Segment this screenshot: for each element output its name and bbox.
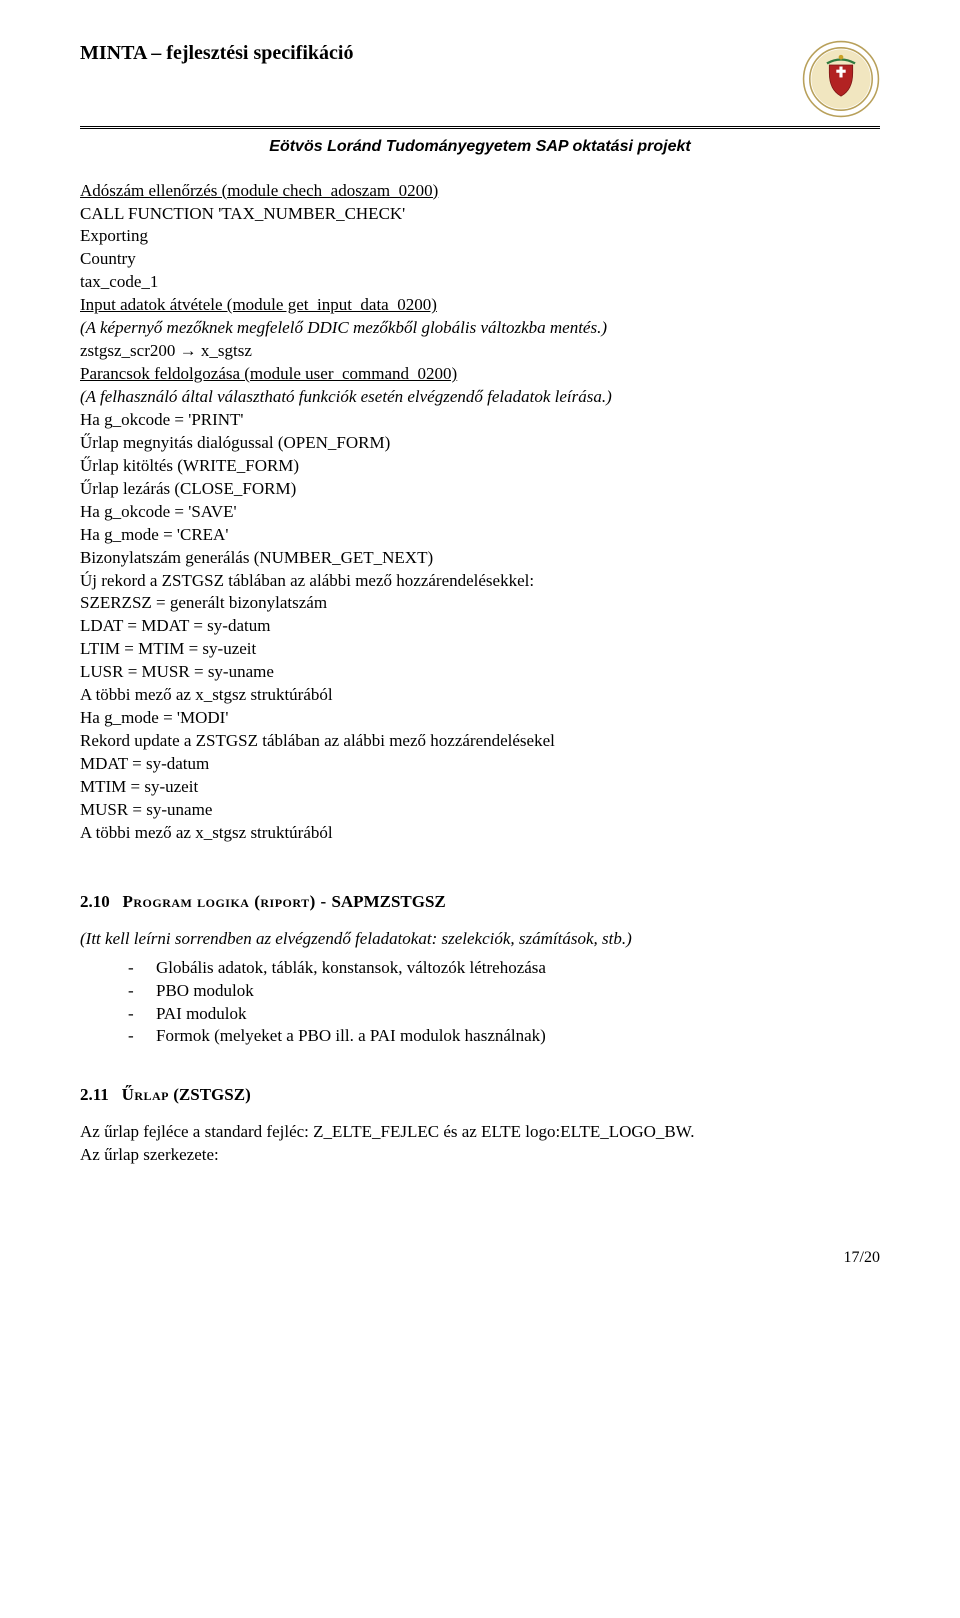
line-if-save: Ha g_okcode = 'SAVE'	[80, 501, 880, 524]
institution-seal-icon	[802, 40, 880, 118]
line-ldat: LDAT = MDAT = sy-datum	[80, 615, 880, 638]
line-musr: MUSR = sy-uname	[80, 799, 880, 822]
page-number: 17/20	[80, 1247, 880, 1269]
line-country: Country	[80, 248, 880, 271]
section-211-heading: 2.11 Űrlap (ZSTGSZ)	[80, 1084, 880, 1107]
line-write-form: Űrlap kitöltés (WRITE_FORM)	[80, 455, 880, 478]
line-number-get-next: Bizonylatszám generálás (NUMBER_GET_NEXT…	[80, 547, 880, 570]
line-if-crea: Ha g_mode = 'CREA'	[80, 524, 880, 547]
line-if-modi: Ha g_mode = 'MODI'	[80, 707, 880, 730]
bullet-item: -PAI modulok	[128, 1003, 880, 1026]
doc-title: MINTA – fejlesztési specifikáció	[80, 40, 353, 67]
line-exporting: Exporting	[80, 225, 880, 248]
bullet-item: -PBO modulok	[128, 980, 880, 1003]
line-lusr: LUSR = MUSR = sy-uname	[80, 661, 880, 684]
section-211-p1: Az űrlap fejléce a standard fejléc: Z_EL…	[80, 1121, 880, 1144]
dash-icon: -	[128, 1003, 156, 1026]
line-if-print: Ha g_okcode = 'PRINT'	[80, 409, 880, 432]
line-adoszam: Adószám ellenőrzés (module chech_adoszam…	[80, 181, 438, 200]
dash-icon: -	[128, 1025, 156, 1048]
arrow-icon: →	[180, 341, 197, 360]
line-record-update: Rekord update a ZSTGSZ táblában az alább…	[80, 730, 880, 753]
page-header: MINTA – fejlesztési specifikáció	[80, 40, 880, 118]
line-funkciok-note: (A felhasználó által választható funkció…	[80, 386, 880, 409]
line-mtim: MTIM = sy-uzeit	[80, 776, 880, 799]
line-tobbi-1: A többi mező az x_stgsz struktúrából	[80, 684, 880, 707]
section-210-intro: (Itt kell leírni sorrendben az elvégzend…	[80, 928, 880, 951]
line-call-function: CALL FUNCTION 'TAX_NUMBER_CHECK'	[80, 203, 880, 226]
line-mdat: MDAT = sy-datum	[80, 753, 880, 776]
section-210-bullets: -Globális adatok, táblák, konstansok, vá…	[128, 957, 880, 1049]
dash-icon: -	[128, 957, 156, 980]
line-input-adatok: Input adatok átvétele (module get_input_…	[80, 295, 437, 314]
document-body: Adószám ellenőrzés (module chech_adoszam…	[80, 180, 880, 845]
bullet-item: -Globális adatok, táblák, konstansok, vá…	[128, 957, 880, 980]
section-211-p2: Az űrlap szerkezete:	[80, 1144, 880, 1167]
line-new-record: Új rekord a ZSTGSZ táblában az alábbi me…	[80, 570, 880, 593]
section-210-heading: 2.10 Program logika (riport) - SAPMZSTGS…	[80, 891, 880, 914]
line-tobbi-2: A többi mező az x_stgsz struktúrából	[80, 822, 880, 845]
line-parancsok: Parancsok feldolgozása (module user_comm…	[80, 364, 457, 383]
dash-icon: -	[128, 980, 156, 1003]
header-divider	[80, 126, 880, 130]
line-close-form: Űrlap lezárás (CLOSE_FORM)	[80, 478, 880, 501]
line-ltim: LTIM = MTIM = sy-uzeit	[80, 638, 880, 661]
line-open-form: Űrlap megnyitás dialógussal (OPEN_FORM)	[80, 432, 880, 455]
sub-header: Eötvös Loránd Tudományegyetem SAP oktatá…	[80, 136, 880, 158]
line-zstgsz-arrow: zstgsz_scr200 → x_sgtsz	[80, 340, 880, 363]
line-ddic-note: (A képernyő mezőknek megfelelő DDIC mező…	[80, 317, 880, 340]
line-szerzsz: SZERZSZ = generált bizonylatszám	[80, 592, 880, 615]
line-taxcode: tax_code_1	[80, 271, 880, 294]
bullet-item: -Formok (melyeket a PBO ill. a PAI modul…	[128, 1025, 880, 1048]
